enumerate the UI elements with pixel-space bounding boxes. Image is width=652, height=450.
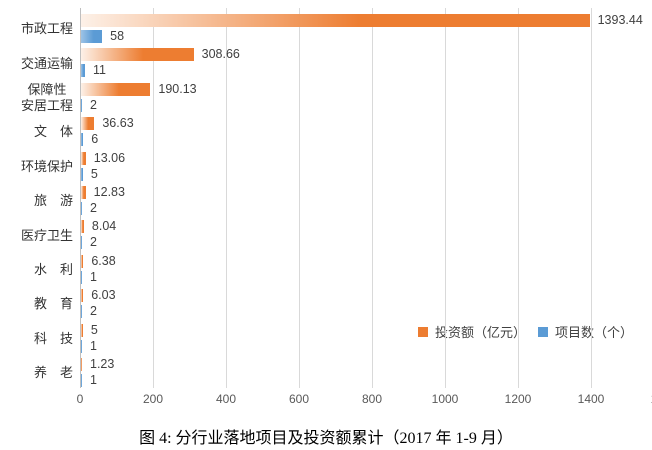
gridline xyxy=(226,8,227,388)
projects-value-label: 2 xyxy=(90,235,97,250)
gridline xyxy=(518,8,519,388)
gridline xyxy=(299,8,300,388)
projects-bar xyxy=(81,64,85,78)
category-label: 交通运输 xyxy=(0,45,73,81)
investment-value-label: 1393.44 xyxy=(597,13,643,27)
category-label-text: 养 老 xyxy=(33,365,73,381)
figure-caption: 图 4: 分行业落地项目及投资额累计（2017 年 1-9 月） xyxy=(139,430,513,447)
x-tick-label: 1400 xyxy=(577,392,605,406)
investment-value-label: 8.04 xyxy=(91,219,117,234)
investment-bar xyxy=(81,151,86,165)
category-label: 市政工程 xyxy=(0,11,73,47)
investment-bar xyxy=(81,48,194,62)
investment-bar xyxy=(81,117,95,131)
category-label: 教 育 xyxy=(0,286,73,322)
category-label: 旅 游 xyxy=(0,183,73,219)
investment-value-label: 12.83 xyxy=(93,185,125,199)
projects-value-label: 1 xyxy=(90,373,97,387)
projects-bar xyxy=(81,305,82,319)
projects-bar xyxy=(81,98,82,112)
category-label: 养 老 xyxy=(0,355,73,391)
projects-value-label: 58 xyxy=(110,29,125,43)
gridline xyxy=(445,8,446,388)
x-tick-label: 0 xyxy=(76,392,84,406)
projects-bar xyxy=(81,133,84,147)
category-label-text: 教 育 xyxy=(33,296,73,312)
x-tick-label: 1000 xyxy=(431,392,459,406)
category-label: 保障性 安居工程 xyxy=(0,80,73,116)
projects-value-label: 2 xyxy=(90,201,97,215)
x-tick-label: 1200 xyxy=(504,392,532,406)
projects-bar xyxy=(81,374,82,387)
category-label: 水 利 xyxy=(0,252,73,288)
category-label-text: 医疗卫生 xyxy=(20,227,73,243)
category-label-text: 环境保护 xyxy=(20,158,73,174)
projects-value-label: 11 xyxy=(93,63,106,78)
category-label-text: 文 体 xyxy=(33,124,73,140)
investment-bar xyxy=(81,254,84,268)
investment-value-label: 308.66 xyxy=(201,47,240,62)
investment-bar xyxy=(81,289,84,303)
gridline xyxy=(153,8,154,388)
projects-value-label: 1 xyxy=(90,269,97,284)
investment-bar xyxy=(81,358,82,371)
projects-value-label: 2 xyxy=(90,97,97,112)
projects-value-label: 5 xyxy=(90,166,98,181)
category-label-text: 市政工程 xyxy=(20,21,73,37)
category-label-text: 旅 游 xyxy=(33,193,73,209)
x-tick-label: 1600 xyxy=(651,392,652,406)
projects-bar xyxy=(81,30,103,43)
projects-value-label: 1 xyxy=(90,338,97,353)
category-label-text: 保障性 安居工程 xyxy=(20,82,73,113)
x-tick-label: 800 xyxy=(361,392,383,406)
x-tick-label: 200 xyxy=(142,392,164,406)
investment-bar xyxy=(81,186,86,199)
category-label: 环境保护 xyxy=(0,149,73,185)
projects-bar xyxy=(81,270,82,284)
category-label: 文 体 xyxy=(0,114,73,150)
investment-value-label: 1.23 xyxy=(90,357,115,371)
legend-label-investment: 投资额（亿元） xyxy=(435,325,527,340)
projects-bar xyxy=(81,202,82,215)
y-axis-line xyxy=(80,8,81,388)
gridline xyxy=(372,8,373,388)
investment-value-label: 6.03 xyxy=(91,288,116,303)
category-label: 科 技 xyxy=(0,321,73,357)
x-tick-label: 400 xyxy=(215,392,237,406)
projects-bar xyxy=(81,339,82,353)
category-label-text: 水 利 xyxy=(33,262,73,277)
legend-item-projects: 项目数（个） xyxy=(538,322,633,341)
category-label: 医疗卫生 xyxy=(0,217,73,253)
investment-value-label: 6.38 xyxy=(91,253,116,268)
legend-label-projects: 项目数（个） xyxy=(555,325,634,340)
projects-bar xyxy=(81,167,83,181)
investment-bar xyxy=(81,14,590,27)
investment-value-label: 190.13 xyxy=(158,81,197,96)
projects-value-label: 2 xyxy=(90,304,97,319)
projects-value-label: 6 xyxy=(91,132,99,147)
x-tick-label: 600 xyxy=(288,392,310,406)
projects-bar xyxy=(81,236,82,250)
gridline xyxy=(591,8,592,388)
investment-value-label: 36.63 xyxy=(102,116,134,131)
investment-value-label: 13.06 xyxy=(93,150,126,165)
investment-value-label: 5 xyxy=(90,322,98,337)
category-label-text: 科 技 xyxy=(33,330,73,346)
legend-swatch-projects-icon xyxy=(538,326,549,337)
legend-swatch-investment-icon xyxy=(418,326,428,337)
investment-bar xyxy=(81,220,84,234)
legend-item-investment: 投资额（亿元） xyxy=(418,322,526,341)
category-label-text: 交通运输 xyxy=(20,55,73,71)
industry-bar-chart: 投资额（亿元） 项目数（个） 0 200 400 600 800 1000 1200 1400… xyxy=(0,8,652,406)
investment-bar xyxy=(81,323,83,337)
chart-legend: 投资额（亿元） 项目数（个） xyxy=(418,322,633,341)
investment-bar xyxy=(81,82,151,96)
